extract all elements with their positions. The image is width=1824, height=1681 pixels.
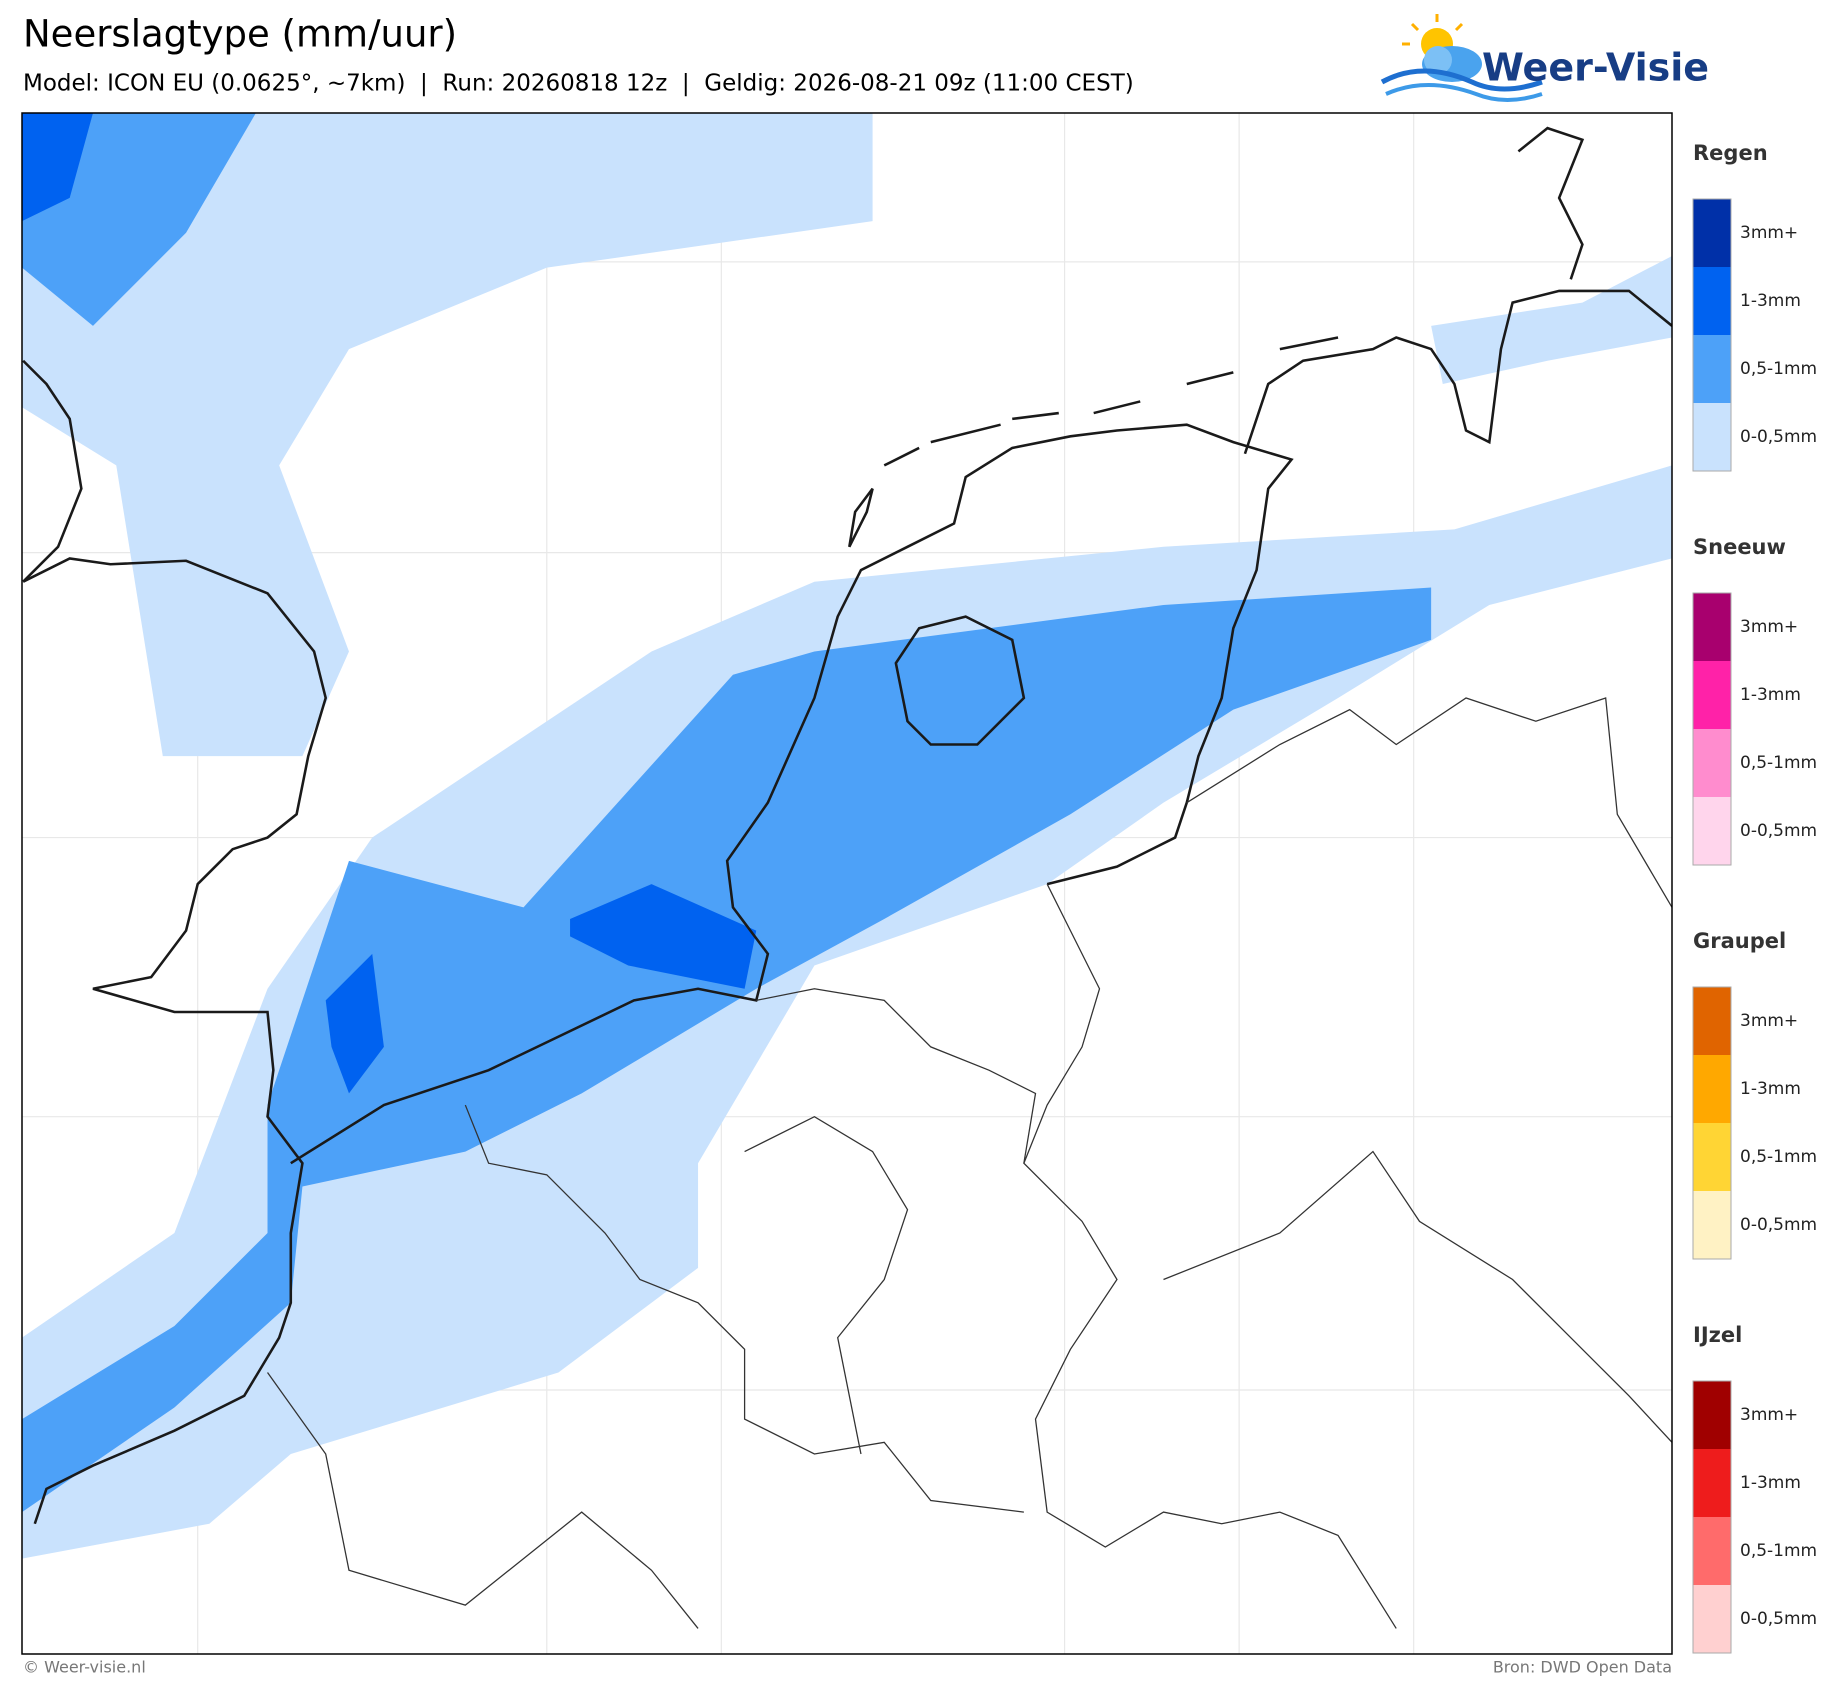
legend-swatch [1693, 987, 1731, 1055]
legend-swatch [1693, 403, 1731, 471]
legend-label: 1-3mm [1740, 1079, 1801, 1099]
legend-swatch [1693, 1517, 1731, 1585]
legend-title: Sneeuw [1693, 535, 1786, 559]
legend-label: 1-3mm [1740, 291, 1801, 311]
legend-swatch [1693, 1449, 1731, 1517]
legend-label: 0-0,5mm [1740, 427, 1817, 447]
legend-swatch [1693, 335, 1731, 403]
legend-swatch [1693, 1585, 1731, 1653]
legend-title: Regen [1693, 141, 1768, 165]
logo-text: Weer-Visie [1482, 46, 1709, 90]
legend-label: 3mm+ [1740, 1011, 1798, 1031]
legend-frame [1692, 1380, 1732, 1654]
legend-label: 1-3mm [1740, 685, 1801, 705]
legend-swatch [1693, 661, 1731, 729]
copyright: © Weer-visie.nl [23, 1658, 146, 1677]
legend-label: 3mm+ [1740, 223, 1798, 243]
legend-swatch [1693, 1191, 1731, 1259]
legend-frame [1692, 198, 1732, 472]
legend-label: 0-0,5mm [1740, 1215, 1817, 1235]
legend-swatch [1693, 1123, 1731, 1191]
legend-swatch [1693, 199, 1731, 267]
legend-swatch [1693, 1055, 1731, 1123]
legend-title: Graupel [1693, 929, 1786, 953]
legend-label: 0-0,5mm [1740, 1609, 1817, 1629]
legend-title: IJzel [1693, 1323, 1742, 1347]
subtitle: Model: ICON EU (0.0625°, ~7km) | Run: 20… [23, 71, 1134, 97]
source: Bron: DWD Open Data [1493, 1658, 1672, 1677]
logo: Weer-Visie [1380, 14, 1709, 102]
legend-label: 0,5-1mm [1740, 1147, 1817, 1167]
legend-label: 3mm+ [1740, 1405, 1798, 1425]
legend: Regen 3mm+ 1-3mm 0,5-1mm 0-0,5mm Sneeuw 3mm+ 1-… [1692, 141, 1817, 1654]
legend-label: 0,5-1mm [1740, 1541, 1817, 1561]
legend-label: 1-3mm [1740, 1473, 1801, 1493]
map-frame [21, 112, 1673, 1655]
legend-label: 0,5-1mm [1740, 753, 1817, 773]
legend-swatch [1693, 267, 1731, 335]
legend-swatch [1693, 593, 1731, 661]
legend-swatch [1693, 729, 1731, 797]
legend-swatch [1693, 797, 1731, 865]
legend-label: 0-0,5mm [1740, 821, 1817, 841]
legend-frame [1692, 986, 1732, 1260]
legend-frame [1692, 592, 1732, 866]
map [22, 113, 1672, 1654]
legend-swatch [1693, 1381, 1731, 1449]
title: Neerslagtype (mm/uur) [23, 13, 457, 56]
legend-label: 0,5-1mm [1740, 359, 1817, 379]
legend-label: 3mm+ [1740, 617, 1798, 637]
